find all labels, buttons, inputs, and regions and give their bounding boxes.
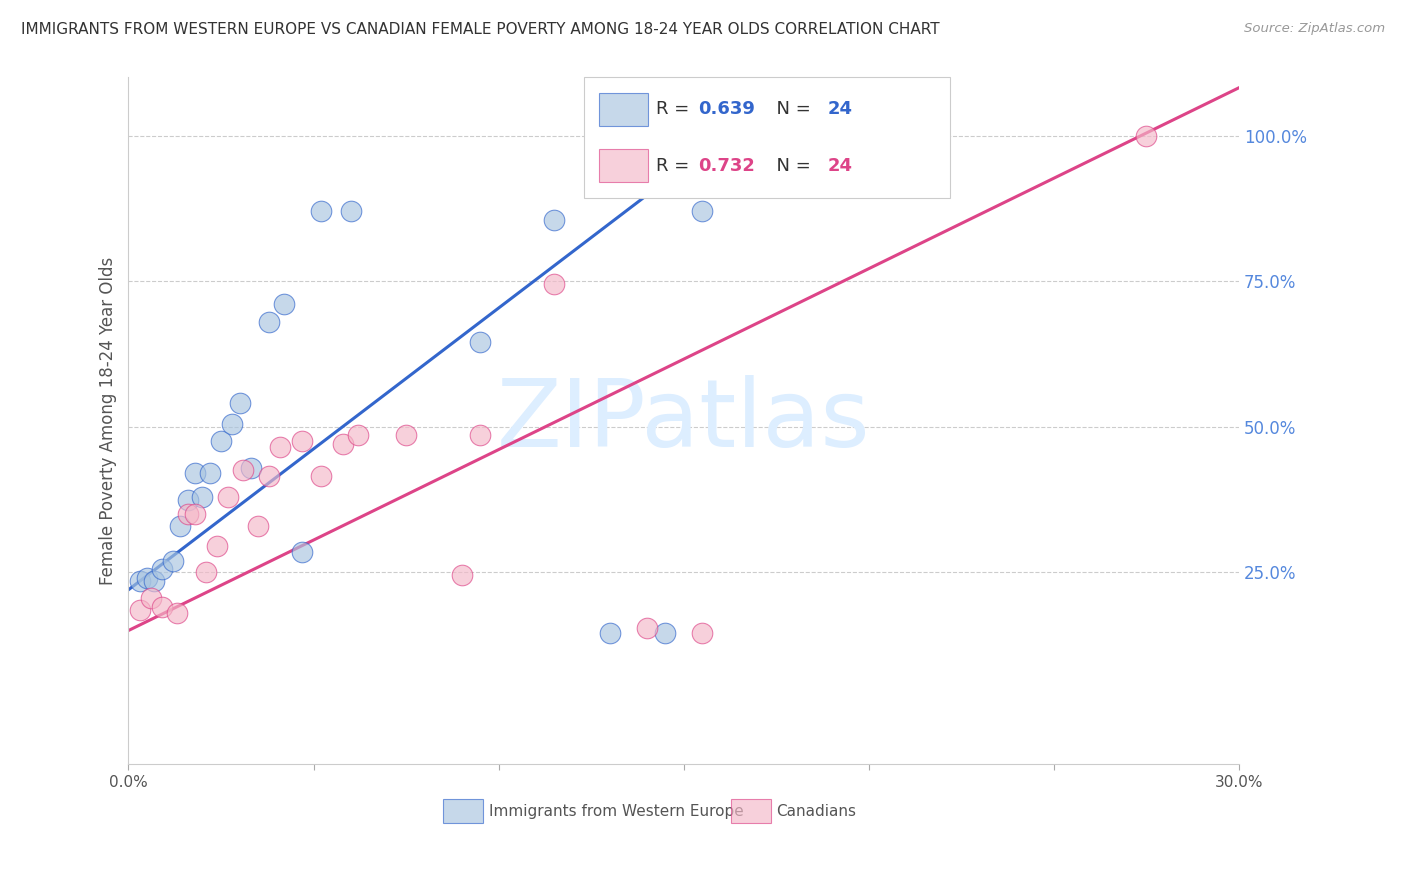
Point (347, 428, 370, 442)
Point (166, 606, 188, 620)
Text: 0.732: 0.732 (697, 157, 755, 175)
Point (143, 574, 166, 588)
Point (136, 571, 159, 585)
Point (1135, 128, 1157, 143)
Point (654, 626, 676, 640)
Point (599, 626, 621, 640)
Point (690, 204, 713, 219)
Text: 24: 24 (828, 100, 853, 119)
Point (232, 463, 254, 477)
Point (176, 492, 198, 507)
Point (239, 460, 262, 475)
Point (247, 518, 270, 533)
Point (184, 507, 207, 521)
Point (468, 335, 491, 350)
FancyBboxPatch shape (599, 93, 648, 126)
Point (150, 600, 173, 615)
Point (309, 469, 332, 483)
FancyBboxPatch shape (443, 798, 482, 823)
Text: N =: N = (765, 100, 815, 119)
Point (207, 539, 229, 553)
Text: Canadians: Canadians (776, 804, 856, 819)
Point (395, 428, 418, 442)
FancyBboxPatch shape (583, 78, 950, 198)
Point (169, 518, 191, 533)
FancyBboxPatch shape (599, 149, 648, 182)
Y-axis label: Female Poverty Among 18-24 Year Olds: Female Poverty Among 18-24 Year Olds (100, 257, 117, 585)
Point (257, 315, 280, 329)
Point (257, 469, 280, 483)
Point (543, 213, 565, 227)
Text: 24: 24 (828, 157, 853, 175)
Text: R =: R = (655, 100, 695, 119)
Text: N =: N = (765, 157, 815, 175)
Point (191, 490, 214, 504)
Point (291, 434, 314, 449)
Point (468, 428, 491, 442)
Point (198, 467, 221, 481)
Point (291, 545, 314, 559)
Point (339, 204, 361, 219)
Point (217, 490, 239, 504)
Text: Source: ZipAtlas.com: Source: ZipAtlas.com (1244, 22, 1385, 36)
FancyBboxPatch shape (731, 798, 772, 823)
Point (450, 568, 472, 582)
Point (162, 554, 184, 568)
Point (228, 396, 250, 410)
Point (209, 434, 232, 449)
Text: 0.639: 0.639 (697, 100, 755, 119)
Point (273, 297, 295, 311)
Text: ZIPatlas: ZIPatlas (496, 375, 870, 467)
Point (309, 204, 332, 219)
Text: R =: R = (655, 157, 695, 175)
Point (690, 626, 713, 640)
Point (269, 440, 291, 454)
Point (176, 507, 198, 521)
Point (184, 467, 207, 481)
Point (150, 562, 173, 576)
Point (128, 574, 150, 588)
Point (543, 277, 565, 292)
Point (221, 417, 243, 431)
Text: IMMIGRANTS FROM WESTERN EUROPE VS CANADIAN FEMALE POVERTY AMONG 18-24 YEAR OLDS : IMMIGRANTS FROM WESTERN EUROPE VS CANADI… (21, 22, 939, 37)
Point (636, 621, 658, 635)
Text: Immigrants from Western Europe: Immigrants from Western Europe (489, 804, 744, 819)
Point (139, 591, 162, 606)
Point (128, 603, 150, 617)
Point (332, 437, 354, 451)
Point (195, 566, 218, 580)
